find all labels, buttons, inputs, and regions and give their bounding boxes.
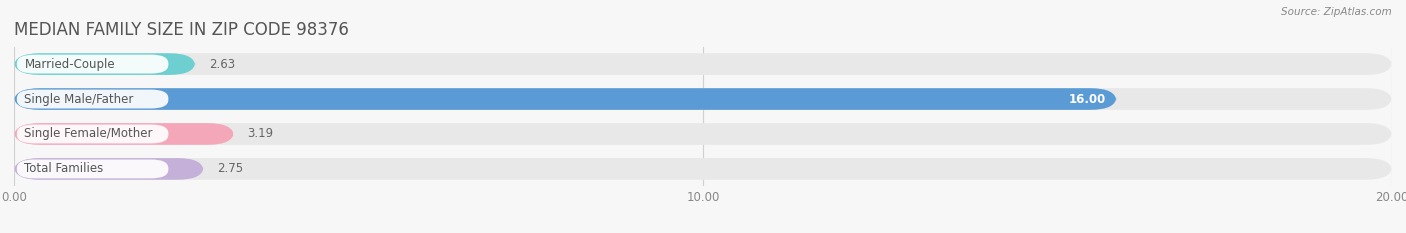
FancyBboxPatch shape <box>14 88 1116 110</box>
Text: 16.00: 16.00 <box>1069 93 1107 106</box>
FancyBboxPatch shape <box>14 158 204 180</box>
FancyBboxPatch shape <box>17 55 169 74</box>
FancyBboxPatch shape <box>17 160 169 178</box>
Text: Total Families: Total Families <box>24 162 104 175</box>
FancyBboxPatch shape <box>14 53 1392 75</box>
Text: 2.63: 2.63 <box>209 58 235 71</box>
FancyBboxPatch shape <box>17 90 169 109</box>
FancyBboxPatch shape <box>14 123 1392 145</box>
FancyBboxPatch shape <box>14 158 1392 180</box>
Text: Married-Couple: Married-Couple <box>24 58 115 71</box>
FancyBboxPatch shape <box>14 123 233 145</box>
Text: Single Female/Mother: Single Female/Mother <box>24 127 153 140</box>
FancyBboxPatch shape <box>14 53 195 75</box>
Text: 3.19: 3.19 <box>247 127 274 140</box>
Text: Source: ZipAtlas.com: Source: ZipAtlas.com <box>1281 7 1392 17</box>
FancyBboxPatch shape <box>17 124 169 144</box>
Text: Single Male/Father: Single Male/Father <box>24 93 134 106</box>
Text: MEDIAN FAMILY SIZE IN ZIP CODE 98376: MEDIAN FAMILY SIZE IN ZIP CODE 98376 <box>14 21 349 39</box>
Text: 2.75: 2.75 <box>218 162 243 175</box>
FancyBboxPatch shape <box>14 88 1392 110</box>
